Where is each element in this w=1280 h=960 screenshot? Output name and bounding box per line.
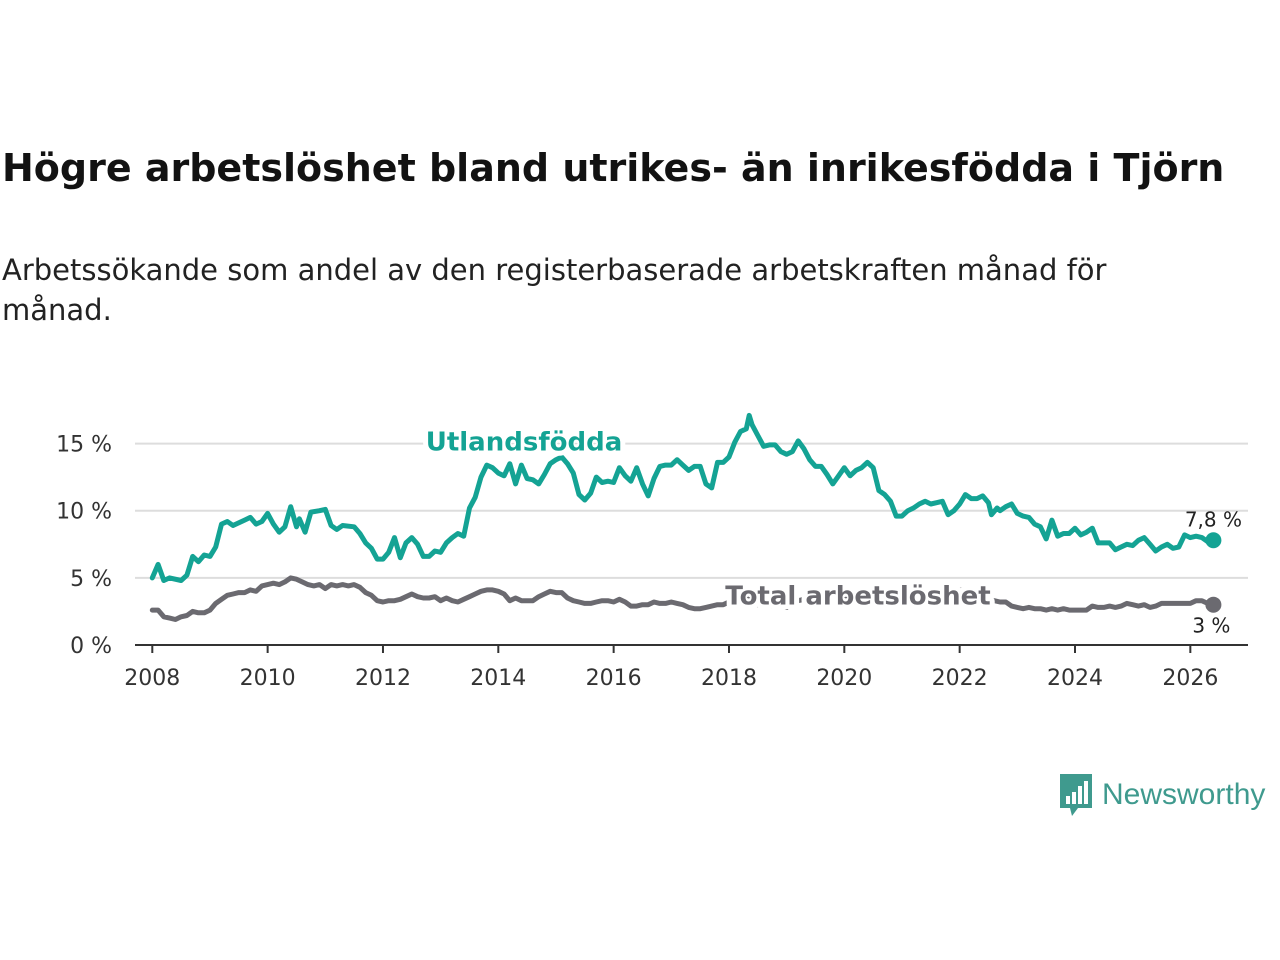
series-line-utlandsf-dda	[149, 412, 1216, 583]
x-tick-label: 2018	[701, 666, 757, 691]
newsworthy-logo-text: Newsworthy	[1102, 778, 1266, 811]
newsworthy-logo-icon	[1060, 774, 1092, 816]
x-tick-label: 2012	[355, 666, 411, 691]
chart-title: Högre arbetslöshet bland utrikes- än inr…	[2, 146, 1225, 190]
y-tick-label: 10 %	[56, 500, 112, 525]
y-tick-label: 15 %	[56, 433, 112, 458]
x-tick-label: 2016	[586, 666, 642, 691]
series-end-point-utlandsf-dda	[1205, 532, 1222, 549]
end-value-label-utlandsf-dda: 7,8 %	[1185, 507, 1242, 531]
x-tick-label: 2020	[816, 666, 872, 691]
x-tick-label: 2014	[470, 666, 526, 691]
y-tick-label: 5 %	[70, 567, 112, 592]
y-tick-label: 0 %	[70, 634, 112, 659]
series-label-utlandsf-dda: Utlandsfödda	[426, 427, 623, 457]
x-tick-label: 2022	[932, 666, 988, 691]
x-tick-label: 2008	[124, 666, 180, 691]
chart-subtitle: Arbetssökande som andel av den registerb…	[2, 253, 1107, 327]
series-line-total-arbetsl-shet	[149, 575, 1216, 622]
x-tick-label: 2010	[240, 666, 296, 691]
series-label-total-arbetsl-shet: Total arbetslöshet	[725, 582, 990, 612]
line-chart: 0 % 5 % 10 % 15 % 2008 2010 2012 2014 2016 2018 20…	[56, 412, 1248, 691]
newsworthy-logo[interactable]: Newsworthy	[1058, 772, 1265, 818]
x-tick-label: 2026	[1162, 666, 1218, 691]
x-tick-label: 2024	[1047, 666, 1103, 691]
end-value-label-total-arbetsl-shet: 3 %	[1192, 614, 1230, 638]
series-end-point-total-arbetsl-shet	[1205, 596, 1222, 613]
